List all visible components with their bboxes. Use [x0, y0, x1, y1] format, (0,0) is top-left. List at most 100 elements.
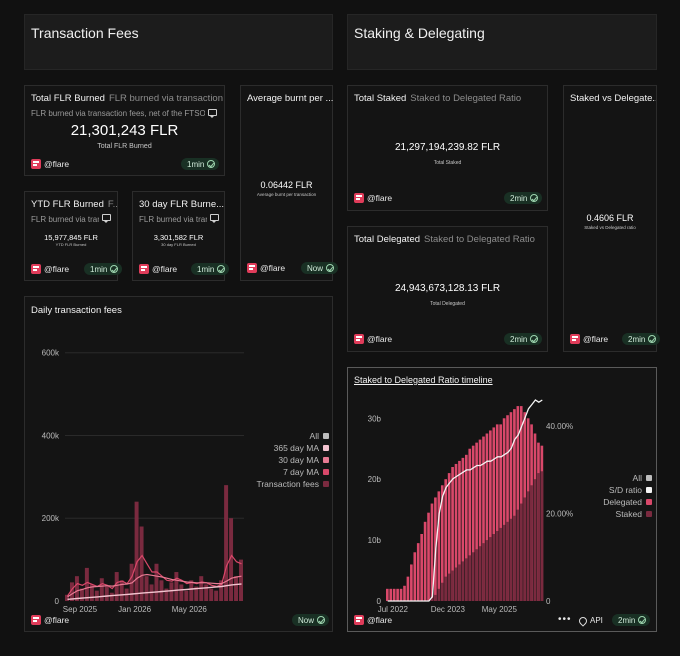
delegated-bar: [399, 588, 403, 601]
fee-bar: [169, 582, 174, 601]
fee-bar: [94, 590, 99, 601]
brand-link[interactable]: @flare: [570, 334, 608, 344]
legend-item-sd-ratio[interactable]: S/D ratio: [586, 484, 652, 496]
flare-logo-icon: [354, 615, 364, 625]
brand-link[interactable]: @flare: [354, 615, 392, 625]
comment-icon[interactable]: [102, 214, 111, 223]
legend-item-7ma[interactable]: 7 day MA: [247, 466, 329, 478]
d30-burned-caption: 30 day FLR Burned: [161, 242, 196, 247]
delegated-bar: [386, 588, 389, 601]
card-total-delegated[interactable]: Total Delegated Staked to Delegated Ratio…: [347, 226, 548, 352]
card-total-staked[interactable]: Total Staked Staked to Delegated Ratio 21…: [347, 85, 548, 211]
brand-link[interactable]: @flare: [31, 264, 69, 274]
subtitle-text: Staked to Delegated Ratio: [410, 93, 522, 104]
legend-item-all[interactable]: All: [586, 472, 652, 484]
brand-link[interactable]: @flare: [354, 193, 392, 203]
refresh-badge[interactable]: 2min: [622, 333, 661, 345]
delegated-bar: [420, 534, 423, 601]
fee-bar: [204, 584, 209, 601]
brand-text: @flare: [152, 264, 178, 274]
delegated-bar: [430, 503, 434, 601]
staked-bar: [523, 497, 527, 601]
staked-bar: [461, 561, 465, 601]
comment-icon[interactable]: [208, 109, 217, 118]
fee-bar: [139, 526, 144, 601]
fee-bar: [79, 588, 84, 601]
series-line-ma365: [67, 583, 242, 600]
staked-bar: [475, 549, 478, 601]
legend-item-all[interactable]: All: [247, 430, 329, 442]
check-icon: [207, 160, 216, 168]
card-title: Average burnt per ...: [247, 93, 333, 104]
card-average-burnt[interactable]: Average burnt per ... 0.06442 FLR Averag…: [240, 85, 339, 281]
daily-fees-chart-card[interactable]: Daily transaction fees 0 200k 400k 600k Sep …: [24, 296, 333, 632]
badge-text: 2min: [618, 615, 636, 625]
delegated-bar: [403, 585, 406, 601]
brand-link[interactable]: @flare: [139, 264, 177, 274]
card-30day-burned[interactable]: 30 day FLR Burne... FLR burned via trar …: [132, 191, 230, 281]
refresh-badge[interactable]: 1min: [191, 263, 230, 275]
legend-label: Delegated: [603, 497, 642, 507]
staked-bar: [454, 567, 458, 601]
brand-link[interactable]: @flare: [31, 615, 69, 625]
api-label: API: [590, 616, 603, 625]
fee-bar: [189, 580, 194, 601]
refresh-badge[interactable]: 2min: [504, 192, 543, 204]
brand-link[interactable]: @flare: [247, 263, 285, 273]
fee-bar: [104, 586, 109, 601]
total-burned-value: 21,301,243 FLR: [70, 122, 179, 139]
legend-item-staked[interactable]: Staked: [586, 508, 652, 520]
section-title-transaction-fees: Transaction Fees: [31, 25, 139, 41]
refresh-badge[interactable]: Now: [292, 614, 330, 626]
staked-bar: [537, 473, 540, 601]
avg-burnt-value: 0.06442 FLR: [260, 180, 313, 190]
ratio-timeline-chart[interactable]: 0 10b 20b 30b 0 20.00% 40.00% Jul 2022 Dec 2023 M…: [348, 368, 658, 633]
legend-item-30ma[interactable]: 30 day MA: [247, 454, 329, 466]
ratio-timeline-title-link[interactable]: Staked to Delegated Ratio timeline: [354, 375, 493, 385]
refresh-badge[interactable]: 2min: [504, 333, 543, 345]
staked-bar: [519, 503, 523, 601]
staked-bar: [506, 521, 509, 601]
delegated-bar: [451, 467, 454, 601]
refresh-badge[interactable]: 2min: [612, 614, 651, 626]
legend-item-365ma[interactable]: 365 day MA: [247, 442, 329, 454]
staked-bar: [471, 552, 475, 601]
brand-text: @flare: [367, 615, 393, 625]
refresh-badge[interactable]: Now: [301, 262, 339, 274]
brand-text: @flare: [44, 159, 70, 169]
fee-bar: [134, 501, 139, 601]
x-tick-label: May 2025: [482, 605, 518, 614]
flare-logo-icon: [31, 159, 41, 169]
card-staked-vs-delegated[interactable]: Staked vs Delegate... 0.4606 FLR Staked …: [563, 85, 661, 352]
badge-text: 1min: [197, 264, 215, 274]
staked-bar: [489, 537, 492, 601]
brand-link[interactable]: @flare: [31, 159, 69, 169]
legend-label: 365 day MA: [273, 443, 319, 453]
fee-bar: [65, 594, 69, 601]
total-burned-caption: Total FLR Burned: [97, 143, 152, 150]
ratio-timeline-chart-card[interactable]: Staked to Delegated Ratio timeline 0 10b 2…: [347, 367, 657, 632]
legend-label: Transaction fees: [256, 479, 319, 489]
more-options-button[interactable]: •••: [558, 614, 572, 625]
refresh-badge[interactable]: 1min: [181, 158, 220, 170]
daily-fees-chart[interactable]: 0 200k 400k 600k Sep 2025 Jan 2026 May 2026: [25, 297, 334, 633]
fee-bar: [229, 518, 234, 601]
card-total-burned[interactable]: Total FLR Burned FLR burned via transacti…: [24, 85, 225, 176]
staked-bar: [526, 491, 530, 601]
check-icon: [110, 265, 119, 273]
flare-logo-icon: [31, 264, 41, 274]
transaction-fees-header: Transaction Fees: [24, 14, 333, 70]
refresh-badge[interactable]: 1min: [84, 263, 123, 275]
ratio-caption: Staked vs Delegated ratio: [584, 225, 636, 230]
api-button[interactable]: API: [577, 614, 603, 627]
x-tick-label: Dec 2023: [431, 605, 466, 614]
legend-item-fees[interactable]: Transaction fees: [247, 478, 329, 490]
brand-link[interactable]: @flare: [354, 334, 392, 344]
comment-icon[interactable]: [210, 214, 219, 223]
y-tick-label: 20b: [368, 475, 382, 484]
delegated-bar: [489, 430, 492, 601]
legend-item-delegated[interactable]: Delegated: [586, 496, 652, 508]
card-title: Total FLR Burned FLR burned via transacti…: [31, 93, 223, 104]
